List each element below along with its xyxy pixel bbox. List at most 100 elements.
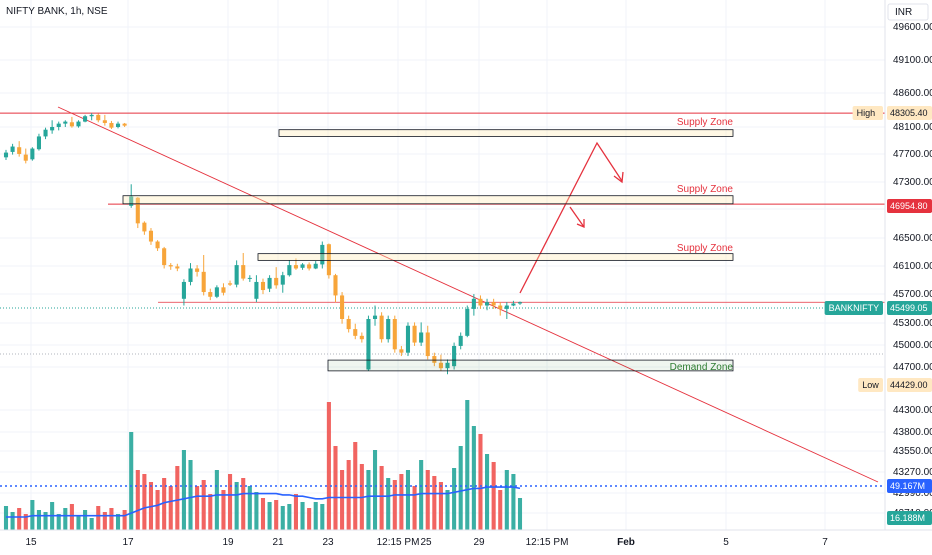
y-tick-label: 49600.00 (893, 22, 932, 33)
candle-body (69, 122, 74, 127)
candle-body (333, 275, 338, 296)
volume-bar (287, 504, 292, 530)
projection-path (519, 141, 623, 294)
candle-body (280, 275, 285, 285)
candle-body (175, 266, 180, 269)
volume-bar (115, 514, 121, 530)
currency-button[interactable]: INR (887, 3, 929, 21)
candle-body (102, 120, 107, 123)
last-value-bg (887, 301, 932, 315)
volume-bar (175, 466, 180, 530)
volume-bar (372, 450, 378, 530)
candle-body (452, 345, 457, 367)
y-tick-label: 48600.00 (893, 88, 932, 99)
volume-bar (109, 508, 114, 530)
zone-box (122, 195, 734, 205)
candle-body (412, 325, 417, 343)
candle-body (129, 196, 134, 206)
volume-bar (188, 460, 193, 530)
x-tick-label: 23 (322, 537, 334, 548)
y-tick-label: 46100.00 (893, 261, 932, 272)
volume-bar (379, 466, 384, 530)
candle-body (63, 121, 68, 124)
candle-body (228, 283, 233, 285)
volume-bar (333, 446, 338, 530)
candle-body (293, 265, 298, 269)
candle-body (260, 281, 266, 291)
volume-bar (17, 508, 22, 530)
zone-label: Supply Zone (677, 243, 734, 254)
candle-body (491, 302, 496, 306)
volume-bar (405, 470, 411, 530)
zones: Supply Zone Supply Zone Supply Zone Demand … (122, 117, 734, 373)
x-tick-label: 7 (822, 537, 828, 548)
y-tick-label: 48100.00 (893, 122, 932, 133)
volume-bar (208, 494, 213, 530)
volume-ma-line (6, 486, 521, 518)
high-label-bg (852, 106, 883, 120)
volume-bar (83, 510, 88, 530)
candle-body (517, 302, 523, 304)
volume-bar (280, 506, 285, 530)
candle-body (135, 197, 140, 224)
vol-last-value-bg (887, 511, 932, 525)
volume-bar (260, 498, 266, 530)
volume-bar (96, 506, 101, 530)
volume-bar (135, 470, 140, 530)
candle-body (168, 265, 173, 267)
projection-arrowhead (613, 171, 624, 184)
candle-body (188, 268, 193, 282)
candle-body (162, 248, 167, 266)
candle-body (471, 298, 476, 309)
y-tick-label: 45000.00 (893, 340, 932, 351)
low-label-bg (858, 378, 883, 392)
candle-body (247, 277, 252, 279)
candle-body (10, 146, 15, 152)
volume-bar (69, 504, 74, 530)
volume-bar (122, 510, 127, 530)
retest-arrow (569, 206, 585, 228)
y-tick-label: 43800.00 (893, 427, 932, 438)
candle-body (405, 325, 411, 353)
volume-bar (129, 432, 134, 530)
candle-body (458, 335, 463, 346)
volume-bar (142, 474, 147, 530)
high-value: 48305.40 (890, 108, 928, 118)
last-label: BANKNIFTY (829, 303, 880, 313)
x-tick-label: Feb (617, 537, 635, 548)
candle-body (43, 129, 48, 137)
volume-bar (254, 492, 259, 530)
x-tick-label: 12:15 PM (377, 537, 420, 548)
zone-box (278, 129, 734, 137)
volume-bar (267, 502, 272, 530)
candle-body (23, 154, 28, 161)
candle-body (109, 122, 114, 128)
volume-bar (10, 512, 15, 530)
candle-body (267, 277, 272, 289)
candle-body (208, 292, 213, 297)
volume-bar (465, 400, 470, 530)
candle-body (17, 147, 22, 154)
candle-body (399, 349, 404, 353)
volume-bar (485, 454, 490, 530)
y-tick-label: 45300.00 (893, 318, 932, 329)
candle-body (201, 271, 206, 293)
candle-body (326, 244, 331, 276)
zone-label: Supply Zone (677, 117, 734, 128)
candle-body (372, 315, 378, 319)
candle-body (340, 295, 345, 319)
candle-body (425, 332, 430, 357)
volume-bar (102, 512, 107, 530)
candle-body (83, 116, 88, 122)
candle-body (115, 123, 121, 127)
volume-bar (300, 502, 305, 530)
volume-bar (234, 482, 239, 530)
candle-body (478, 298, 483, 306)
candle-body (56, 123, 61, 127)
vol-ma-value: 49.167M (890, 481, 925, 491)
volume-bar (293, 494, 298, 530)
volume-bar (392, 480, 397, 530)
volume-bar (195, 486, 200, 530)
volume-bar (458, 446, 463, 530)
volume-bar (63, 508, 68, 530)
